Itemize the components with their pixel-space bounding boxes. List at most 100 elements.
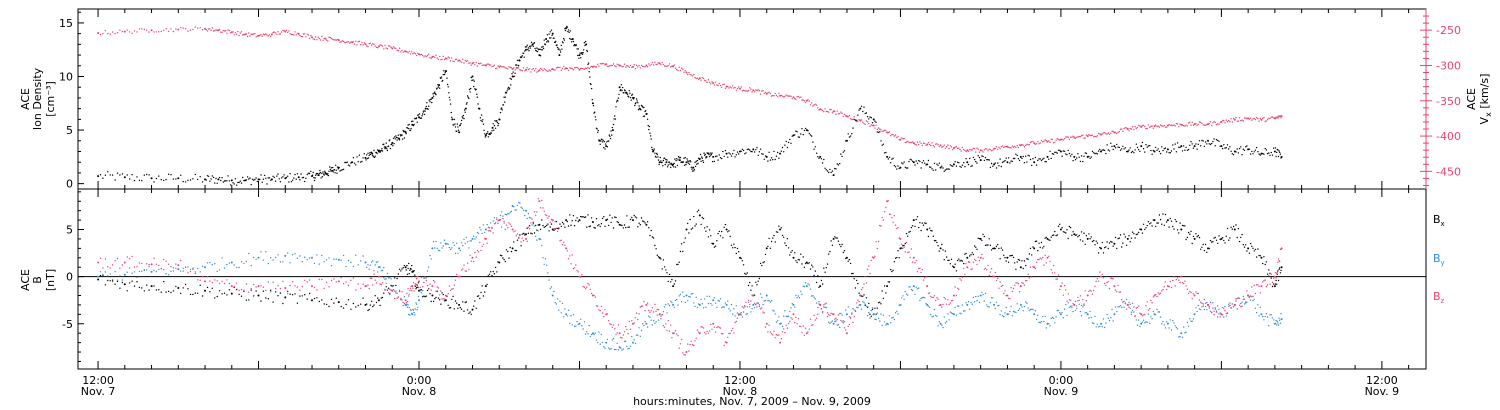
ion-density-fill-dot — [989, 166, 992, 169]
bx-fill-dot — [609, 214, 611, 216]
bz-fill-dot — [1112, 278, 1114, 280]
by-fill-dot — [815, 302, 818, 304]
vx-fill-dot — [1146, 127, 1148, 130]
vx-fill-dot — [693, 73, 695, 76]
ion-density-point — [1059, 150, 1062, 153]
ion-density-fill-dot — [1248, 148, 1251, 150]
bz-fill-dot — [582, 285, 584, 288]
ion-density-fill-dot — [690, 161, 692, 163]
vx-point — [1113, 131, 1116, 134]
bz-fill-dot — [615, 333, 617, 336]
ion-density-fill-dot — [239, 180, 241, 182]
bz-point — [845, 332, 848, 335]
vx-fill-dot — [960, 150, 962, 152]
by-fill-dot — [1080, 315, 1083, 317]
bz-fill-dot — [1223, 307, 1225, 310]
vx-fill-dot — [841, 112, 843, 115]
ion-density-fill-dot — [556, 44, 558, 46]
vx-fill-dot — [1108, 133, 1111, 136]
bx-fill-dot — [437, 297, 440, 299]
ion-density-fill-dot — [300, 173, 302, 175]
vx-fill-dot — [600, 63, 603, 65]
vx-fill-dot — [491, 66, 493, 68]
vx-fill-dot — [1124, 127, 1127, 129]
vx-fill-dot — [888, 131, 891, 133]
bz-fill-dot — [815, 317, 818, 319]
ion-density-fill-dot — [341, 169, 344, 171]
by-fill-dot — [163, 269, 165, 271]
bz-fill-dot — [1279, 260, 1281, 263]
by-fill-dot — [1003, 316, 1005, 318]
bz-fill-dot — [1270, 273, 1272, 275]
vx-fill-dot — [357, 41, 359, 43]
by-fill-dot — [673, 306, 675, 308]
bz-fill-dot — [1018, 291, 1021, 293]
bz-fill-dot — [575, 264, 577, 266]
ion-density-fill-dot — [410, 128, 412, 130]
ion-density-fill-dot — [446, 83, 449, 86]
bx-fill-dot — [335, 297, 337, 299]
bz-fill-dot — [192, 268, 194, 270]
by-fill-dot — [492, 220, 494, 222]
ion-density-fill-dot — [305, 177, 307, 179]
ion-density-fill-dot — [772, 159, 774, 161]
vx-fill-dot — [932, 144, 934, 147]
bz-fill-dot — [1071, 307, 1073, 309]
vx-fill-dot — [1192, 124, 1195, 127]
vx-fill-dot — [848, 114, 851, 117]
bz-fill-dot — [1226, 312, 1229, 314]
by-fill-dot — [933, 308, 936, 311]
by-fill-dot — [1265, 313, 1268, 315]
bz-fill-dot — [971, 268, 973, 270]
bx-fill-dot — [522, 232, 525, 235]
ion-density-fill-dot — [1254, 149, 1257, 151]
vx-fill-dot — [933, 146, 936, 148]
bx-fill-dot — [436, 290, 438, 292]
bz-fill-dot — [936, 297, 938, 299]
bz-fill-dot — [544, 214, 547, 216]
ion-density-fill-dot — [1050, 157, 1052, 160]
ion-density-fill-dot — [327, 174, 330, 177]
by-fill-dot — [837, 323, 840, 326]
bz-fill-dot — [1003, 292, 1005, 295]
ion-density-fill-dot — [905, 167, 908, 169]
by-fill-dot — [1104, 326, 1106, 329]
bz-fill-dot — [972, 261, 975, 264]
by-fill-dot — [764, 299, 767, 302]
by-point — [177, 268, 180, 271]
by-fill-dot — [197, 267, 199, 270]
vx-fill-dot — [184, 28, 187, 30]
bz-fill-dot — [1168, 285, 1170, 288]
by-fill-dot — [853, 309, 855, 311]
vx-fill-dot — [487, 63, 489, 65]
ion-density-fill-dot — [395, 135, 397, 137]
ion-density-fill-dot — [670, 166, 672, 169]
by-fill-dot — [660, 315, 662, 317]
bz-fill-dot — [355, 289, 357, 291]
bz-fill-dot — [1091, 293, 1094, 295]
bx-fill-dot — [1181, 224, 1184, 227]
ion-density-fill-dot — [424, 110, 426, 112]
ion-density-fill-dot — [1004, 159, 1006, 162]
ion-density-fill-dot — [1215, 139, 1218, 141]
by-fill-dot — [1139, 325, 1141, 328]
ion-density-fill-dot — [1134, 149, 1136, 151]
by-fill-dot — [507, 213, 509, 215]
bx-fill-dot — [705, 230, 707, 232]
vx-fill-dot — [603, 63, 605, 65]
ion-density-fill-dot — [891, 158, 893, 160]
vx-point — [364, 43, 367, 46]
bx-fill-dot — [379, 304, 381, 307]
by-fill-dot — [1096, 323, 1099, 325]
bz-point — [698, 332, 701, 335]
ion-density-fill-dot — [242, 176, 244, 179]
bz-fill-dot — [604, 309, 606, 311]
bz-fill-dot — [784, 331, 786, 334]
by-fill-dot — [527, 212, 530, 215]
by-fill-dot — [621, 349, 623, 351]
vx-fill-dot — [655, 63, 657, 66]
ion-density-fill-dot — [1266, 152, 1269, 155]
bz-fill-dot — [528, 228, 531, 230]
bz-fill-dot — [1135, 307, 1138, 309]
vx-point — [217, 29, 220, 32]
